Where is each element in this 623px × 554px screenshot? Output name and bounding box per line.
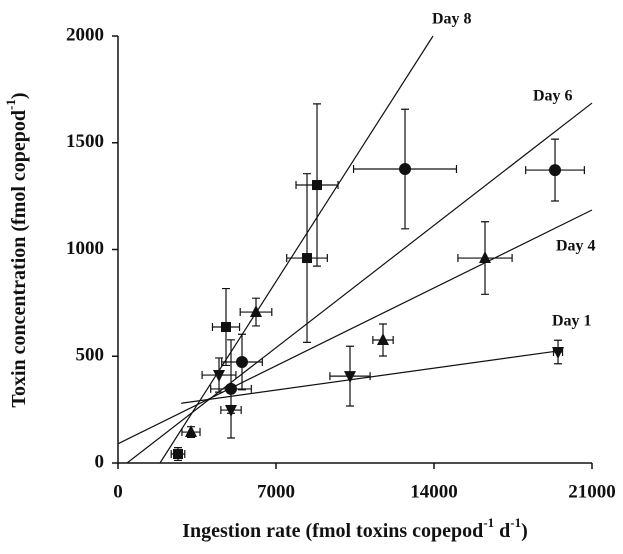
marker (225, 382, 238, 395)
x-tick-label: 14000 (410, 481, 458, 502)
marker (344, 371, 357, 384)
axis-label-part: ) (521, 520, 528, 542)
marker (302, 253, 313, 264)
axis-label-part: Ingestion rate (fmol toxins copepod (182, 520, 483, 542)
marker (236, 356, 249, 369)
axis-label-part: -1 (3, 99, 18, 110)
y-tick-label: 500 (76, 345, 105, 366)
line-label: Day 8 (432, 11, 472, 28)
marker (399, 163, 412, 176)
line-label: Day 4 (556, 238, 596, 255)
marker (479, 251, 492, 264)
marker (184, 425, 197, 438)
marker (377, 333, 390, 346)
x-tick-label: 0 (113, 481, 123, 502)
regression-line (126, 102, 593, 464)
marker (552, 346, 565, 359)
x-tick-label: 7000 (257, 481, 295, 502)
axis-label-part: Toxin concentration (fmol copepod (8, 110, 30, 408)
marker (213, 370, 226, 383)
axis-label-part: -1 (483, 515, 494, 530)
y-tick-label: 1500 (66, 131, 104, 152)
line-label: Day 6 (533, 88, 573, 105)
marker (172, 449, 183, 460)
regression-line (159, 35, 434, 464)
y-axis-label: Toxin concentration (fmol copepod-1) (3, 92, 29, 407)
y-tick-label: 1000 (66, 238, 104, 259)
y-tick-label: 0 (95, 451, 105, 472)
x-tick-label: 21000 (568, 481, 616, 502)
marker (312, 180, 323, 191)
x-axis-label: Ingestion rate (fmol toxins copepod-1 d-… (182, 515, 528, 541)
axis-label-part: ) (8, 92, 30, 99)
marker (221, 322, 232, 333)
y-tick-label: 2000 (66, 24, 104, 45)
marker (250, 305, 263, 318)
axis-label-part: -1 (510, 515, 521, 530)
line-label: Day 1 (552, 313, 592, 330)
marker (549, 164, 562, 177)
axis-label-part: d (494, 520, 510, 542)
regression-line (117, 209, 593, 445)
